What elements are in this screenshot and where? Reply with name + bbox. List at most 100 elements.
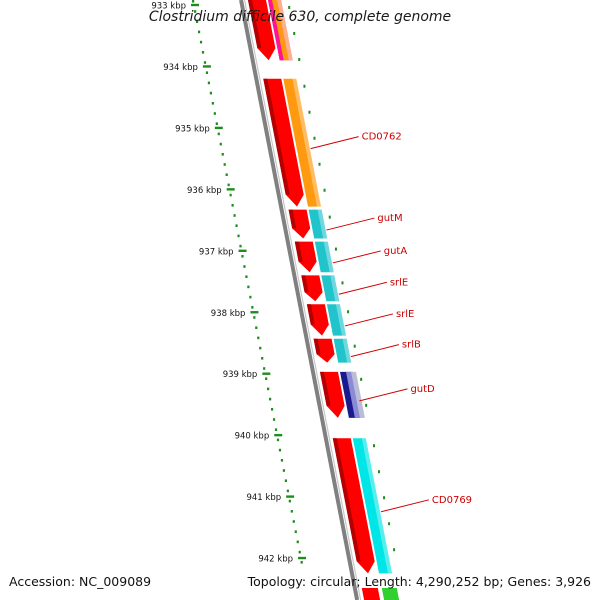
gene-track-dot [328,215,331,219]
ruler-dot [233,214,236,217]
ruler-tick-label: 940 kbp [235,432,270,442]
gene-track-dot [372,444,375,448]
gene-label: srlE [390,277,408,288]
gene-feature-band-highlight [361,438,392,574]
gene-cds-shade [320,371,331,406]
ruler-dot [235,224,238,227]
gene-cds-shade [294,241,303,262]
ruler-dot [282,469,286,472]
gene-track-dot [388,522,391,526]
gene-cds-arrow [288,209,311,239]
gene-feature-band-highlight [317,209,328,239]
ruler-tick-label: 933 kbp [151,2,186,12]
gene-track-dot [318,162,321,166]
gene-feature-band-extra [277,0,293,61]
ruler-dot [199,40,203,44]
ruler-dot [243,265,246,268]
ruler-dot [194,10,197,13]
ruler-dot [201,51,205,54]
gene-label: srlE [396,309,414,320]
ruler-dot [241,255,244,258]
ruler-dot [278,448,282,452]
ruler-dot [209,91,212,95]
gene-track-dot [341,281,344,285]
genome-summary: Topology: circular; Length: 4,290,252 bp… [247,574,591,589]
ruler-dot [255,326,258,329]
ruler-tick-label: 935 kbp [175,124,210,134]
gene-feature-band [314,241,334,273]
ruler-dot [265,377,268,380]
gene-cds-shade [301,275,309,293]
gene-feature-band-highlight [335,304,346,336]
gene-cds-arrow [313,338,335,363]
ruler-dot [217,132,220,136]
gene-label: gutA [384,246,408,257]
gene-feature-band-extra [272,0,289,61]
ruler-dot [251,306,254,309]
gene-track-dot [308,110,311,114]
ruler-dot [205,71,209,74]
ruler-dot [245,275,248,278]
ruler-dot [259,346,262,350]
ruler-tick-label: 942 kbp [258,555,293,565]
ruler-dot [227,183,230,187]
gene-cds-arrow [301,275,323,302]
gene-label: srlB [402,340,421,351]
gene-cds-arrow [361,588,381,600]
ruler-dot [257,336,260,340]
gene-track-dot [293,32,296,35]
gene-label: gutD [410,384,435,395]
gene-feature-band-highlight [330,275,340,302]
ruler-dot [229,193,232,197]
ruler-dot [249,295,252,299]
ruler-dot [298,550,301,554]
ruler-dot [286,489,289,493]
ruler-dot [207,81,211,85]
accession-label: Accession: NC_009089 [9,574,152,589]
ruler-dot [253,316,256,319]
gene-track-dot [288,6,291,9]
ruler-dot [247,285,250,289]
gene-cds-shade [332,438,361,562]
gene-cds-shade [288,209,297,229]
ruler-dot [288,499,291,503]
gene-feature-band-highlight [292,78,321,207]
ruler-dot [267,387,270,391]
ruler-dot [261,357,264,360]
gene-feature-band [326,304,346,336]
ruler-tick-label: 938 kbp [211,309,246,319]
ruler-dot [213,112,216,115]
ruler-dot [284,479,287,482]
gene-label-leader [344,313,394,327]
gene-track-dot [347,310,350,314]
ruler-tick-label: 934 kbp [163,63,198,73]
ruler-dot [296,540,299,544]
ruler-dot [197,30,201,34]
gene-track-dot [360,377,363,381]
gene-label: CD0762 [362,132,402,143]
ruler-dot [294,530,297,533]
gene-track-dot [393,548,396,552]
ruler-dot [215,122,218,125]
ruler-dot [280,459,284,462]
ruler-dot [211,102,214,105]
ruler-dot [274,428,278,431]
gene-track-dot [383,496,386,500]
gene-feature-band [283,78,321,207]
gene-label-leader [310,136,359,150]
ruler-dot [219,142,222,146]
ruler-dot [231,204,234,207]
ruler-dot [195,20,199,23]
gene-track-dot [313,136,316,140]
gene-track-dot [323,188,326,192]
gene-label-leader [332,250,381,264]
ruler-tick-label: 941 kbp [246,493,281,503]
backbone-highlight [243,0,362,600]
gene-label-leader [350,344,400,358]
gene-cds-shade [248,0,262,49]
gene-track-dot [353,344,356,348]
gene-track-dot [298,58,301,61]
gene-cds-shade [313,338,321,355]
gene-track-dot [365,403,368,407]
